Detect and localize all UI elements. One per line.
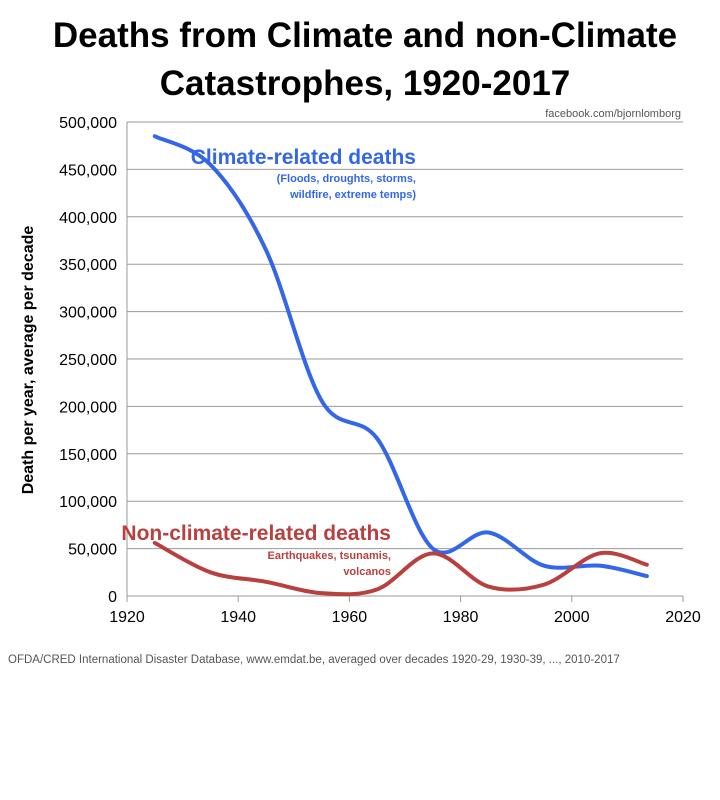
y-tick-label: 200,000 [59,399,117,416]
y-tick-label: 300,000 [59,305,117,322]
chart-title-line-2: Catastrophes, 1920-2017 [160,64,571,103]
climate-series-note-2: wildfire, extreme temps) [289,189,416,201]
y-tick-label: 0 [108,589,117,606]
non-climate-series-label: Non-climate-related deaths [121,522,391,545]
chart-title-line-1: Deaths from Climate and non-Climate [53,16,677,55]
climate-series-label: Climate-related deaths [191,146,416,169]
non-climate-series-line [152,540,649,597]
y-tick-label: 150,000 [59,447,117,464]
x-tick-label: 1980 [443,609,479,626]
y-tick-label: 350,000 [59,257,117,274]
x-tick-label: 1940 [220,609,256,626]
climate-series-note-1: (Floods, droughts, storms, [277,173,416,185]
x-tick-label: 2020 [665,609,701,626]
credit: facebook.com/bjornlomborg [545,108,681,120]
y-tick-label: 50,000 [68,542,117,559]
non-climate-series-note-1: Earthquakes, tsunamis, [268,550,392,562]
x-tick-label: 1960 [332,609,368,626]
x-tick-label: 2000 [554,609,590,626]
y-tick-label: 500,000 [59,115,117,132]
y-tick-label: 250,000 [59,352,117,369]
y-tick-label: 100,000 [59,494,117,511]
source-note: OFDA/CRED International Disaster Databas… [8,654,620,666]
x-tick-label: 1920 [109,609,145,626]
y-axis-label: Death per year, average per decade [20,226,37,495]
climate-series-line [152,134,649,579]
y-tick-label: 400,000 [59,210,117,227]
y-tick-label: 450,000 [59,162,117,179]
non-climate-series-note-2: volcanos [343,566,391,578]
